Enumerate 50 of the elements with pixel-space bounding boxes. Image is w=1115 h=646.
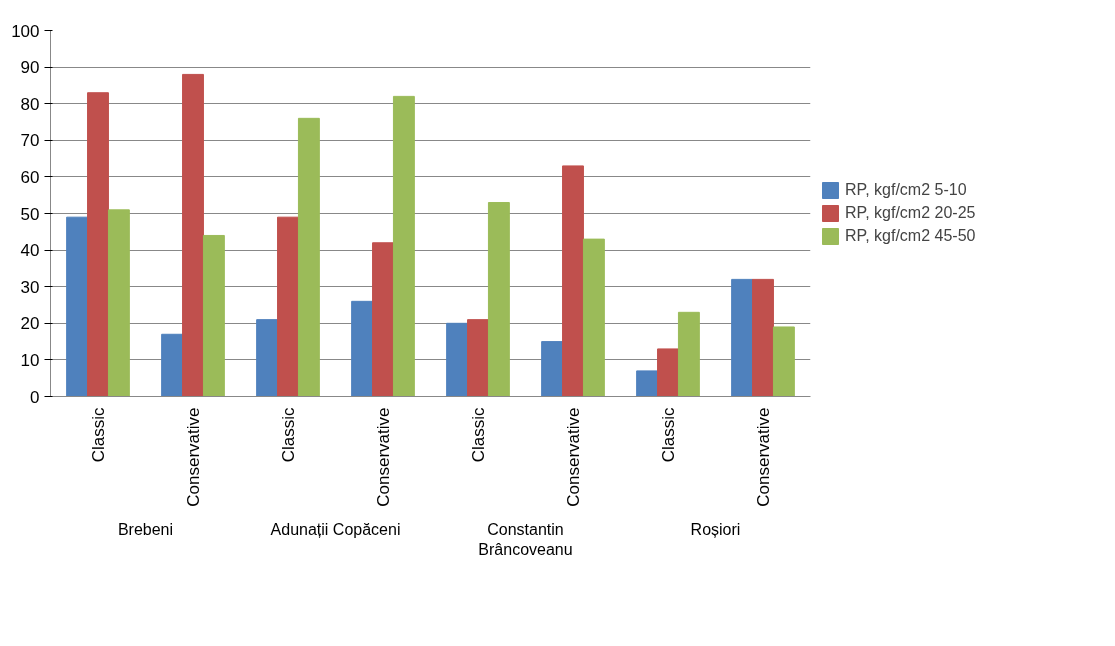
bar xyxy=(297,117,320,397)
bar xyxy=(351,300,374,397)
y-tick-label: 30 xyxy=(20,277,40,297)
bar xyxy=(182,73,204,397)
text: Brebeni xyxy=(117,520,174,538)
bar xyxy=(562,165,584,397)
bar xyxy=(66,216,89,397)
x-tick-label: Conservative xyxy=(753,407,773,507)
text: Constantin Brâncoveanu xyxy=(478,520,573,558)
y-tick-label: 80 xyxy=(20,94,40,114)
x-tick-label: Classic xyxy=(468,407,488,463)
bar xyxy=(636,370,659,397)
bar xyxy=(392,95,415,397)
bar xyxy=(487,202,510,397)
x-tick-label: Conservative xyxy=(373,407,393,507)
bar xyxy=(161,333,184,397)
bar xyxy=(657,348,679,397)
text: Adunații Copăceni xyxy=(270,520,401,538)
bar xyxy=(752,278,774,397)
legend-label: RP, kgf/cm2 45-50 xyxy=(845,227,976,245)
bar xyxy=(677,311,700,397)
legend-label: RP, kgf/cm2 20-25 xyxy=(845,204,976,222)
y-tick-label: 100 xyxy=(11,21,40,41)
y-tick-label: 0 xyxy=(30,387,40,407)
bar xyxy=(772,326,795,397)
bar xyxy=(202,234,225,397)
bar xyxy=(277,216,299,397)
bar xyxy=(541,341,564,397)
y-tick-label: 10 xyxy=(20,350,40,370)
x-tick-label: Classic xyxy=(278,407,298,463)
y-tick-label: 60 xyxy=(20,167,40,187)
y-tick-label: 50 xyxy=(20,204,40,224)
x-tick-label: Classic xyxy=(88,407,108,463)
x-tick-label: Conservative xyxy=(563,407,583,507)
bar xyxy=(731,278,754,397)
bar xyxy=(372,242,394,397)
y-tick-label: 40 xyxy=(20,241,40,261)
bar xyxy=(467,319,489,397)
x-tick-label: Classic xyxy=(658,407,678,463)
bar xyxy=(446,322,469,397)
bar xyxy=(87,92,109,397)
bar xyxy=(107,209,130,397)
text: Roșiori xyxy=(690,520,741,538)
y-tick-label: 70 xyxy=(20,131,40,151)
legend-label: RP, kgf/cm2 5-10 xyxy=(845,181,967,199)
x-tick-label: Conservative xyxy=(183,407,203,507)
bar xyxy=(582,238,605,397)
y-tick-label: 20 xyxy=(20,314,40,334)
y-tick-label: 90 xyxy=(20,58,40,78)
bar xyxy=(256,319,279,397)
